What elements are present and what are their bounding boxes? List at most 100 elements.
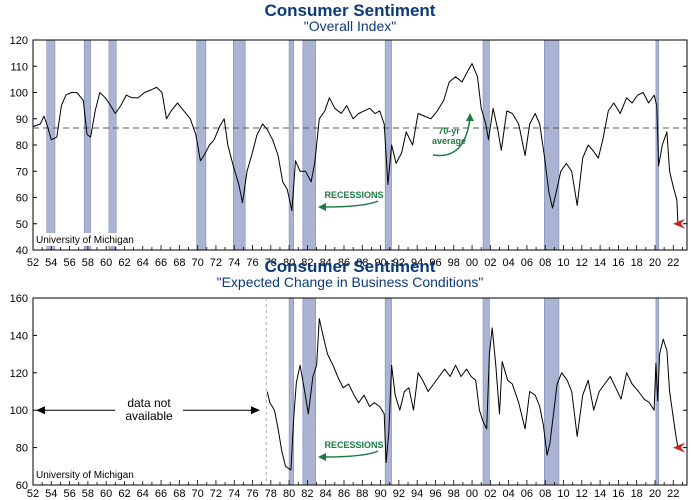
- chart-title: Consumer Sentiment: [265, 1, 436, 20]
- latest-value-marker: [673, 442, 685, 453]
- x-tick-label: 78: [265, 257, 277, 269]
- source-label: University of Michigan: [36, 235, 134, 246]
- x-tick-label: 92: [393, 257, 405, 269]
- x-tick-label: 02: [484, 257, 496, 269]
- x-tick-label: 16: [612, 257, 624, 269]
- x-tick-label: 84: [320, 257, 332, 269]
- recession-bar: [482, 39, 490, 251]
- no-data-label-bg: [115, 397, 183, 424]
- x-tick-label: 98: [448, 488, 460, 500]
- x-tick-label: 18: [631, 257, 643, 269]
- plot-frame: [32, 39, 688, 251]
- x-tick-label: 74: [228, 488, 240, 500]
- x-tick-label: 72: [210, 257, 222, 269]
- x-tick-label: 76: [246, 257, 258, 269]
- recession-bar: [46, 39, 56, 251]
- x-tick-label: 02: [484, 488, 496, 500]
- x-tick-label: 68: [173, 257, 185, 269]
- x-tick-label: 90: [374, 257, 386, 269]
- y-tick-label: 120: [10, 35, 28, 47]
- recession-bar: [83, 39, 91, 251]
- x-tick-label: 64: [137, 257, 149, 269]
- x-tick-label: 54: [45, 257, 57, 269]
- recession-bar: [233, 39, 246, 251]
- x-tick-label: 66: [155, 488, 167, 500]
- x-tick-label: 06: [521, 257, 533, 269]
- recessions-arrowhead: [318, 203, 326, 211]
- recession-bar: [384, 39, 392, 251]
- x-tick-label: 90: [374, 488, 386, 500]
- recession-bar: [302, 39, 316, 251]
- x-tick-label: 82: [301, 488, 313, 500]
- x-tick-label: 92: [393, 488, 405, 500]
- average-label: 70-yr average: [432, 126, 466, 146]
- x-tick-label: 96: [429, 488, 441, 500]
- average-arrow: [432, 117, 471, 157]
- source-label: University of Michigan: [36, 470, 134, 481]
- x-tick-label: 04: [503, 488, 515, 500]
- recessions-arrowhead: [318, 453, 326, 461]
- series-line: [266, 318, 679, 471]
- x-tick-label: 14: [594, 488, 606, 500]
- recession-bar: [544, 297, 560, 486]
- x-tick-label: 12: [576, 257, 588, 269]
- x-tick-label: 58: [82, 488, 94, 500]
- x-tick-label: 04: [503, 257, 515, 269]
- x-tick-label: 10: [557, 257, 569, 269]
- x-tick-label: 76: [246, 488, 258, 500]
- x-tick-label: 14: [594, 257, 606, 269]
- y-tick-label: 90: [16, 114, 28, 126]
- x-tick-label: 96: [429, 257, 441, 269]
- y-tick-label: 100: [10, 405, 28, 417]
- x-tick-label: 82: [301, 257, 313, 269]
- y-tick-label: 100: [10, 88, 28, 100]
- y-tick-label: 80: [16, 140, 28, 152]
- recessions-label: RECESSIONS: [324, 440, 383, 450]
- x-tick-label: 70: [192, 488, 204, 500]
- y-tick-label: 60: [16, 193, 28, 205]
- y-tick-label: 160: [10, 293, 28, 305]
- x-tick-label: 00: [466, 257, 478, 269]
- y-tick-label: 60: [16, 480, 28, 492]
- y-tick-label: 110: [10, 61, 28, 73]
- chart-panel-2: [32, 297, 688, 486]
- x-tick-label: 94: [411, 257, 423, 269]
- series-line: [32, 63, 679, 224]
- x-tick-label: 72: [210, 488, 222, 500]
- recessions-arrow: [322, 450, 379, 458]
- x-tick-label: 60: [100, 488, 112, 500]
- y-tick-label: 140: [10, 330, 28, 342]
- x-tick-label: 70: [192, 257, 204, 269]
- y-tick-label: 50: [16, 219, 28, 231]
- x-tick-label: 18: [631, 488, 643, 500]
- x-tick-label: 08: [539, 257, 551, 269]
- x-tick-label: 66: [155, 257, 167, 269]
- x-tick-label: 10: [557, 488, 569, 500]
- x-tick-label: 80: [283, 488, 295, 500]
- x-tick-label: 68: [173, 488, 185, 500]
- chart-subtitle: "Expected Change in Business Conditions": [217, 274, 484, 290]
- y-tick-label: 40: [16, 245, 28, 257]
- recession-bar: [288, 39, 294, 251]
- x-tick-label: 52: [27, 257, 39, 269]
- x-tick-label: 08: [539, 488, 551, 500]
- x-tick-label: 98: [448, 257, 460, 269]
- x-tick-label: 84: [320, 488, 332, 500]
- x-tick-label: 00: [466, 488, 478, 500]
- x-tick-label: 56: [63, 257, 75, 269]
- x-tick-label: 60: [100, 257, 112, 269]
- y-tick-label: 80: [16, 443, 28, 455]
- y-tick-label: 120: [10, 368, 28, 380]
- x-tick-label: 12: [576, 488, 588, 500]
- x-tick-label: 88: [356, 257, 368, 269]
- recessions-arrow: [322, 200, 379, 208]
- recession-bar: [544, 39, 560, 251]
- no-data-label: data not available: [125, 396, 173, 423]
- x-tick-label: 20: [649, 488, 661, 500]
- x-tick-label: 56: [63, 488, 75, 500]
- chart-title: Consumer Sentiment: [265, 257, 436, 276]
- no-data-arrowhead-left: [36, 406, 45, 415]
- x-tick-label: 80: [283, 257, 295, 269]
- x-tick-label: 16: [612, 488, 624, 500]
